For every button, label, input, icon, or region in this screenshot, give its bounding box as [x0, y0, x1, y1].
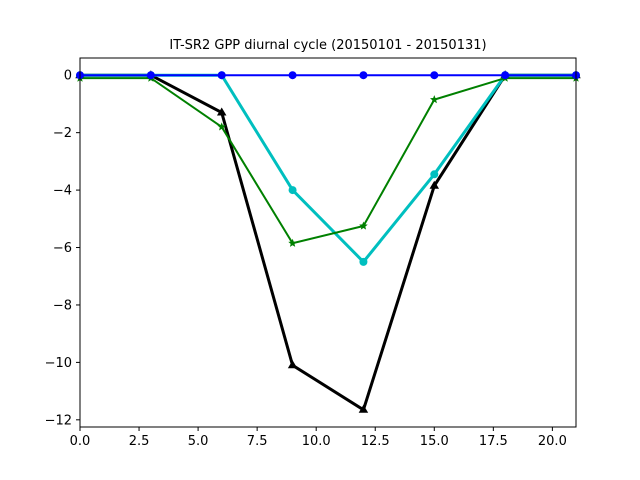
series-2-point [430, 95, 439, 104]
chart-title: IT-SR2 GPP diurnal cycle (20150101 - 201… [169, 38, 486, 53]
series-2-point [359, 221, 368, 230]
x-tick-label: 7.5 [247, 434, 268, 449]
series-3-point [146, 71, 155, 80]
x-tick-label: 20.0 [538, 434, 567, 449]
x-tick-label: 2.5 [129, 434, 150, 449]
series-0-point [216, 107, 227, 116]
series-3-point [501, 71, 510, 80]
series-group [75, 70, 581, 413]
y-tick-label: −2 [53, 126, 72, 141]
series-0-point [429, 180, 440, 189]
x-tick-label: 17.5 [479, 434, 508, 449]
series-1-point [430, 170, 439, 179]
series-0-point [287, 360, 298, 369]
series-2-point [217, 122, 226, 131]
y-tick-label: 0 [64, 69, 72, 84]
y-tick-label: −8 [53, 298, 72, 313]
x-tick-label: 12.5 [361, 434, 390, 449]
series-3-point [359, 71, 368, 80]
y-tick-label: −4 [53, 184, 72, 199]
x-tick-label: 15.0 [420, 434, 449, 449]
x-tick-label: 5.0 [188, 434, 209, 449]
y-tick-label: −6 [53, 241, 72, 256]
plot-area: 0.0 2.5 5.0 7.5 10.0 12.5 15.0 17.5 20.0 0 −2 −4 −6 −… [45, 69, 581, 449]
series-2-point [288, 238, 297, 247]
series-1-point [288, 186, 297, 195]
x-tick-label: 0.0 [70, 434, 91, 449]
series-3-point [430, 71, 439, 80]
series-2-line [80, 77, 576, 245]
x-tick-label: 10.0 [302, 434, 331, 449]
y-tick-label: −12 [45, 413, 72, 428]
axes-frame [79, 57, 577, 428]
series-0-line [80, 73, 576, 413]
y-tick-label: −10 [45, 356, 72, 371]
series-1-point [359, 257, 368, 266]
series-3-point [288, 71, 297, 80]
series-0-point [358, 404, 369, 413]
series-3-point [217, 71, 226, 80]
